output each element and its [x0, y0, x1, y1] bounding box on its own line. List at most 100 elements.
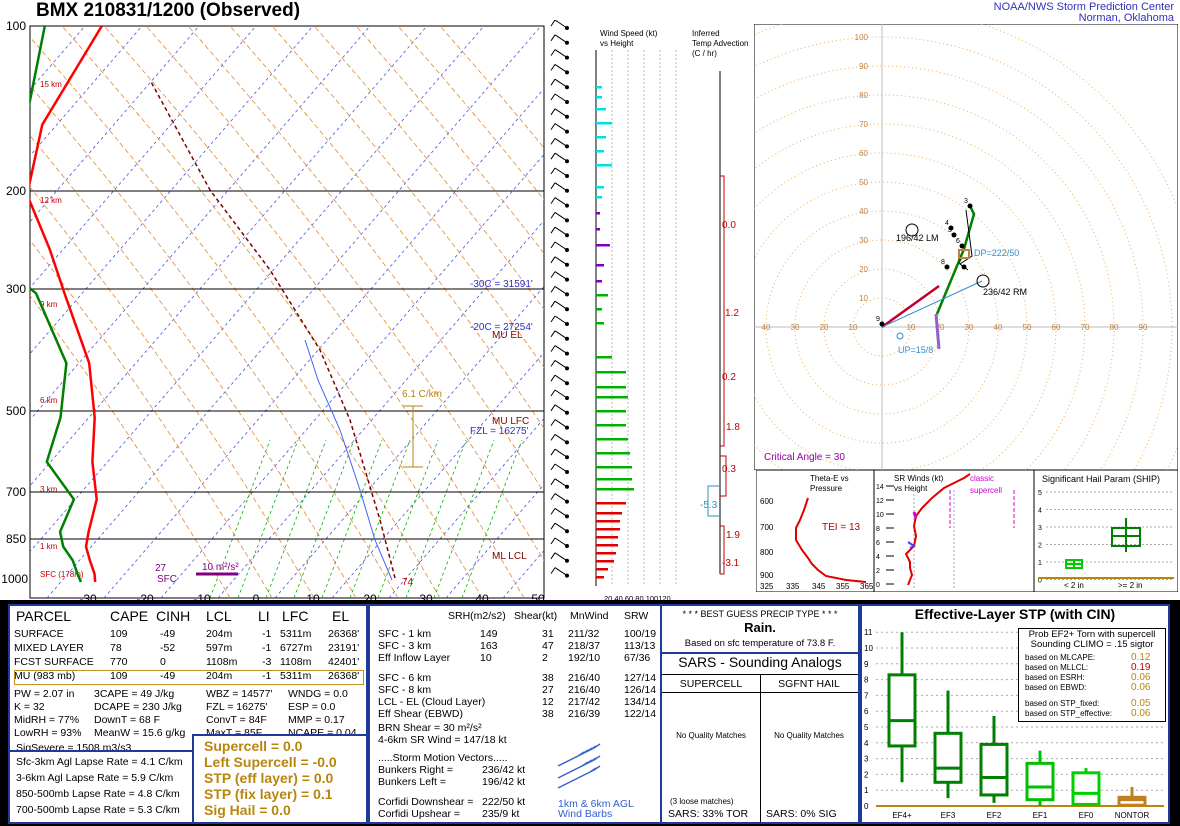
kin-cell: SFC - 1 km	[378, 628, 432, 640]
sars-nqm-1: No Quality Matches	[676, 731, 746, 740]
mixing-line	[405, 439, 467, 598]
wspd-bar	[596, 244, 610, 247]
stp-prob-label: based on STP_effective:	[1025, 709, 1113, 718]
barb-extra	[557, 765, 601, 789]
lapse-bracket	[403, 405, 423, 468]
wind-barb-dot	[565, 262, 569, 267]
dry-adiabat	[313, 26, 544, 310]
wspd-bar	[596, 568, 608, 571]
kin-cell: SFC - 3 km	[378, 640, 432, 652]
wind-barb-dot	[565, 514, 569, 519]
wind-barb-flag	[550, 315, 556, 323]
wind-barb-flag	[550, 212, 556, 219]
wind-barb-dot	[565, 292, 569, 297]
parcel-cell: 23191'	[328, 642, 360, 654]
dry-adiabat	[30, 135, 357, 598]
hodo-hlabel: 50	[1023, 323, 1032, 332]
sr-wind-46: 4-6km SR Wind = 147/18 kt	[378, 734, 507, 746]
kin-cell: 127/14	[624, 672, 657, 684]
stp-ylabel: 0	[864, 802, 869, 811]
stp-ylabel: 11	[864, 628, 873, 637]
sr-hlabel: 10	[876, 512, 884, 519]
dry-adiabat	[103, 26, 525, 598]
tadv-val-5: -5.3	[700, 500, 718, 511]
wind-barb-flag	[550, 182, 556, 190]
mixing-line	[377, 439, 439, 598]
wind-barb-flag	[550, 522, 556, 530]
h-label-6km: 6 km	[40, 396, 58, 405]
stp-category: EF3	[941, 811, 956, 820]
parcel-hdr-1: CAPE	[110, 608, 149, 624]
kin-cell: 67/36	[624, 652, 651, 664]
stp-category: EF1	[1033, 811, 1048, 820]
wind-barb-flag	[550, 226, 556, 234]
wind-barb-flag	[550, 197, 556, 204]
mu-row-highlight	[14, 670, 364, 685]
barb-label2: Wind Barbs	[558, 808, 613, 820]
wind-barbs	[550, 20, 569, 600]
wind-barb	[554, 315, 568, 325]
wind-barb-dot	[565, 544, 569, 548]
stp-prob-value: 0.12	[1131, 652, 1151, 663]
wind-barb-dot	[565, 203, 569, 208]
theta-x-325: 325	[760, 582, 774, 591]
spc-location: Norman, Oklahoma	[1078, 12, 1174, 24]
wspd-bar	[596, 520, 620, 523]
sr-title2: vs Height	[894, 484, 928, 493]
mixing-line	[321, 439, 383, 598]
wspd-bar	[596, 424, 626, 427]
sr-mag-trace	[912, 511, 918, 519]
parcel-cell: 109	[110, 628, 128, 640]
parcel-cell: 42401'	[328, 656, 360, 668]
parcel-cell: MIXED LAYER	[14, 642, 84, 654]
tadv-title3: (C / hr)	[692, 49, 717, 58]
mixing-line	[293, 439, 355, 598]
theta-x-345: 345	[812, 582, 826, 591]
lm-label: 196/42 LM	[896, 233, 939, 243]
kin-cell: SFC - 8 km	[378, 684, 432, 696]
wind-barb-dot	[565, 144, 569, 149]
hodo-point-label: 5	[948, 227, 952, 234]
wind-barb	[554, 93, 568, 103]
wind-barb	[554, 34, 568, 44]
kin-cell: SFC - 6 km	[378, 672, 432, 684]
wspd-bar	[596, 122, 612, 125]
theta-e-trace	[795, 497, 867, 583]
hodo-hlabel: 10	[849, 323, 858, 332]
wspd-bar	[596, 280, 602, 283]
stp-prob-label: based on ESRH:	[1025, 673, 1085, 682]
wspd-bar	[596, 438, 628, 441]
minus30-label: -30C = 31591'	[470, 279, 533, 290]
wind-barb	[554, 478, 568, 488]
wind-barb-dot	[565, 174, 569, 178]
h-label-12km: 12 km	[40, 196, 62, 205]
parcel-cell: -3	[262, 656, 272, 668]
wspd-bar	[596, 396, 628, 399]
sr-hlabel: 0	[876, 582, 880, 589]
wind-barb-dot	[565, 218, 569, 223]
spc-center: NOAA/NWS Storm Prediction Center	[993, 1, 1174, 13]
kin-cell: 38	[542, 672, 554, 684]
ship-ylabel: 0	[1038, 578, 1042, 585]
vector-value: 222/50 kt	[482, 796, 526, 808]
barb-6km	[557, 743, 601, 767]
wind-barb-dot	[565, 307, 569, 312]
stp-ylabel: 6	[864, 707, 869, 716]
kin-cell: 31	[542, 628, 554, 640]
wind-barb-flag	[550, 286, 556, 293]
wind-barb	[554, 359, 568, 369]
dewpoint-trace	[30, 26, 83, 583]
kin-cell: Eff Shear (EBWD)	[378, 708, 463, 720]
kin-cell: 163	[480, 640, 498, 652]
parcel-cell: 109	[110, 670, 128, 682]
hodo-hlabel: 30	[791, 323, 800, 332]
p-label-1000: 1000	[1, 572, 28, 586]
hodo-point	[959, 243, 965, 249]
wind-barb	[554, 182, 568, 192]
parcel-param: K = 32	[14, 701, 45, 713]
lapse-label: 6.1 C/km	[402, 389, 442, 400]
wind-barb-flag	[550, 493, 556, 500]
parcel-hdr-4: LI	[258, 608, 270, 624]
wind-barb	[554, 433, 568, 443]
parcel-cell: 78	[110, 642, 122, 654]
